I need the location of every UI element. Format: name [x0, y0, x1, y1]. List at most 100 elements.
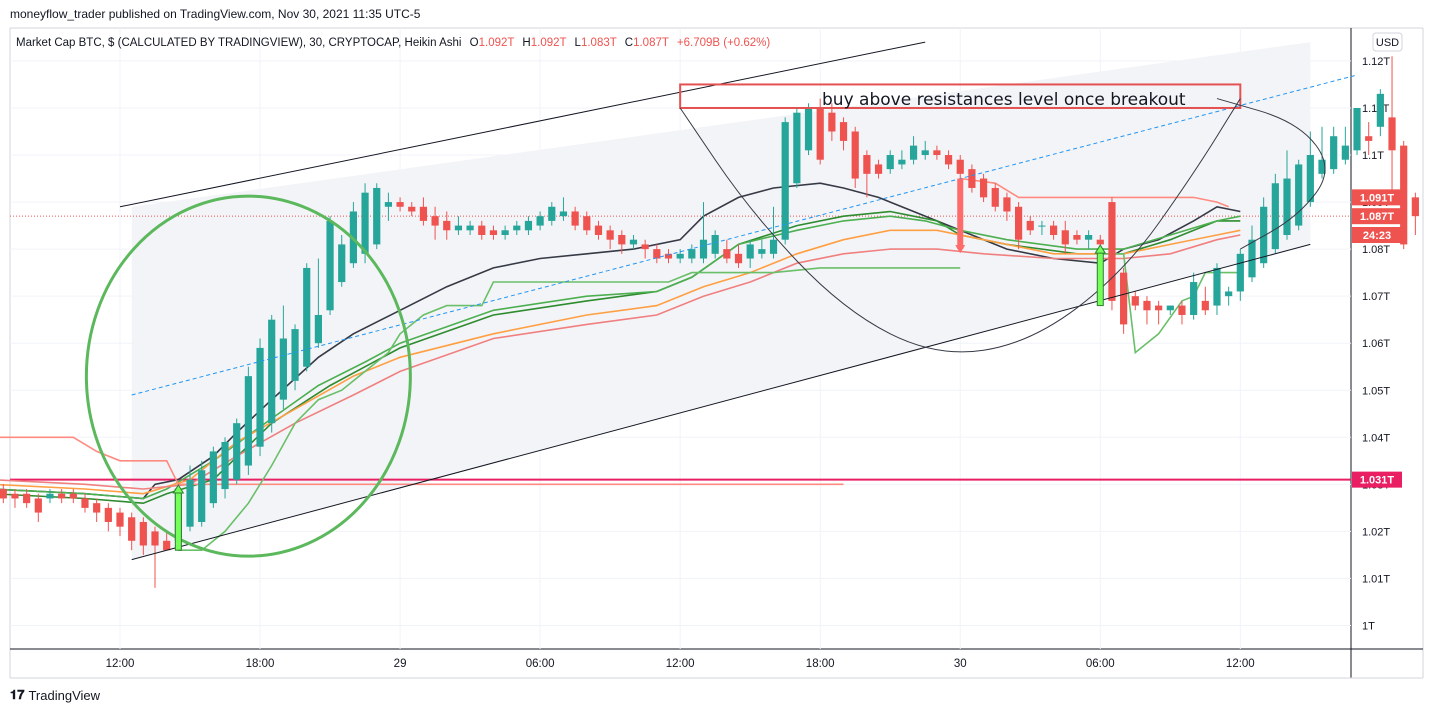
candle-body	[408, 206, 416, 212]
candle-body	[1178, 305, 1186, 315]
candle-body	[979, 178, 988, 198]
candle-body	[58, 493, 66, 499]
price-tick-label: 1.06T	[1362, 338, 1390, 350]
price-badge-label: 1.091T	[1360, 192, 1395, 204]
legend-close-label: C	[625, 37, 633, 49]
candle-body	[1085, 235, 1093, 240]
dotted-trendline	[131, 74, 1358, 396]
cup-handle-arc	[1216, 98, 1326, 250]
currency-button[interactable]	[1372, 32, 1403, 52]
ma-line	[0, 234, 1241, 490]
candle-body	[209, 451, 217, 504]
time-axis-labels: 12:00 18:00 29 06:00 12:00 18:00 30 06:00 12:00	[106, 658, 1255, 670]
candle-body	[1260, 206, 1268, 264]
time-tick-label: 12:00	[666, 658, 695, 670]
candle-body	[326, 220, 334, 311]
candle-body	[1295, 164, 1303, 226]
candle-body	[139, 521, 147, 546]
candle-body	[163, 540, 171, 551]
legend-low-label: L	[575, 37, 582, 49]
candle-body	[898, 159, 906, 165]
candle-body	[1038, 225, 1046, 227]
candle-body	[909, 145, 918, 160]
ma-line	[1100, 253, 1241, 355]
candle-body	[1341, 145, 1349, 160]
candle-body	[221, 442, 229, 490]
heikin-ashi-candles	[0, 56, 1419, 588]
candle-body	[513, 225, 521, 231]
channel-shading	[131, 42, 1311, 560]
candle-body	[851, 131, 859, 179]
candle-body	[396, 202, 404, 207]
candle-body	[991, 187, 999, 207]
candle-body	[1201, 300, 1209, 311]
candle-body	[1376, 93, 1384, 127]
candle-body	[23, 493, 31, 504]
candle-body	[746, 244, 754, 259]
candle-body	[1143, 300, 1151, 311]
candle-body	[548, 206, 556, 221]
candle-body	[723, 249, 731, 259]
candle-body	[489, 230, 498, 235]
buy-arrow	[1096, 248, 1104, 307]
candle-body	[758, 249, 766, 254]
candle-body	[303, 267, 311, 367]
candle-body	[664, 253, 673, 259]
buy-arrow-head	[172, 484, 185, 494]
cup-arc	[679, 98, 1241, 353]
ma-line	[0, 229, 1241, 495]
resistance-box	[679, 83, 1242, 109]
candle-body	[676, 253, 684, 259]
candle-body	[1108, 202, 1116, 301]
candle-body	[804, 107, 813, 151]
candle-body	[466, 225, 474, 231]
candle-body	[128, 517, 136, 541]
candle-body	[443, 220, 451, 231]
candle-body	[11, 493, 19, 499]
candle-body	[1120, 272, 1128, 325]
candle-body	[1061, 230, 1069, 245]
candle-body	[501, 230, 509, 235]
candle-body	[641, 244, 649, 250]
drawing-overlays	[84, 41, 1358, 561]
candle-body	[1096, 239, 1104, 245]
buy-arrow	[174, 488, 182, 551]
candle-body	[688, 249, 696, 259]
candle-body	[874, 164, 883, 174]
candle-body	[828, 112, 836, 132]
time-tick-label: 29	[394, 658, 407, 670]
candle-body	[1073, 235, 1081, 240]
price-tick-label: 1.12T	[1362, 56, 1390, 68]
candle-body	[886, 155, 894, 170]
legend-high-value: 1.092T	[531, 37, 567, 49]
legend-low-value: 1.083T	[581, 37, 617, 49]
candle-body	[104, 507, 112, 522]
candle-body	[373, 187, 381, 245]
candle-body	[244, 376, 252, 466]
price-badge	[1352, 227, 1402, 243]
time-tick-label: 06:00	[1086, 658, 1115, 670]
upper-channel-line	[119, 41, 926, 208]
candle-body	[816, 107, 824, 160]
buy-arrow-head	[1094, 244, 1107, 254]
price-tick-label: 1.01T	[1362, 573, 1390, 585]
time-tick-label: 30	[954, 658, 967, 670]
price-tick-label: 1.11T	[1362, 103, 1390, 115]
candle-body	[478, 225, 486, 235]
candle-body	[1400, 145, 1408, 245]
candle-body	[653, 249, 661, 259]
candle-body	[1353, 107, 1361, 151]
price-axis-labels: 1T1.01T1.02T1.03T1.04T1.05T1.06T1.07T1.0…	[1362, 56, 1390, 633]
candle-body	[618, 235, 626, 245]
legend-open-value: 1.092T	[479, 37, 515, 49]
candle-body	[454, 225, 463, 231]
candle-body	[151, 531, 159, 546]
sell-arrow	[957, 178, 964, 250]
candle-body	[314, 314, 322, 344]
candle-body	[268, 319, 276, 424]
candle-body	[69, 493, 77, 499]
price-tick-label: 1.08T	[1362, 244, 1390, 256]
footer: 𝟏𝟕 TradingView	[10, 687, 100, 703]
candle-body	[839, 122, 848, 141]
